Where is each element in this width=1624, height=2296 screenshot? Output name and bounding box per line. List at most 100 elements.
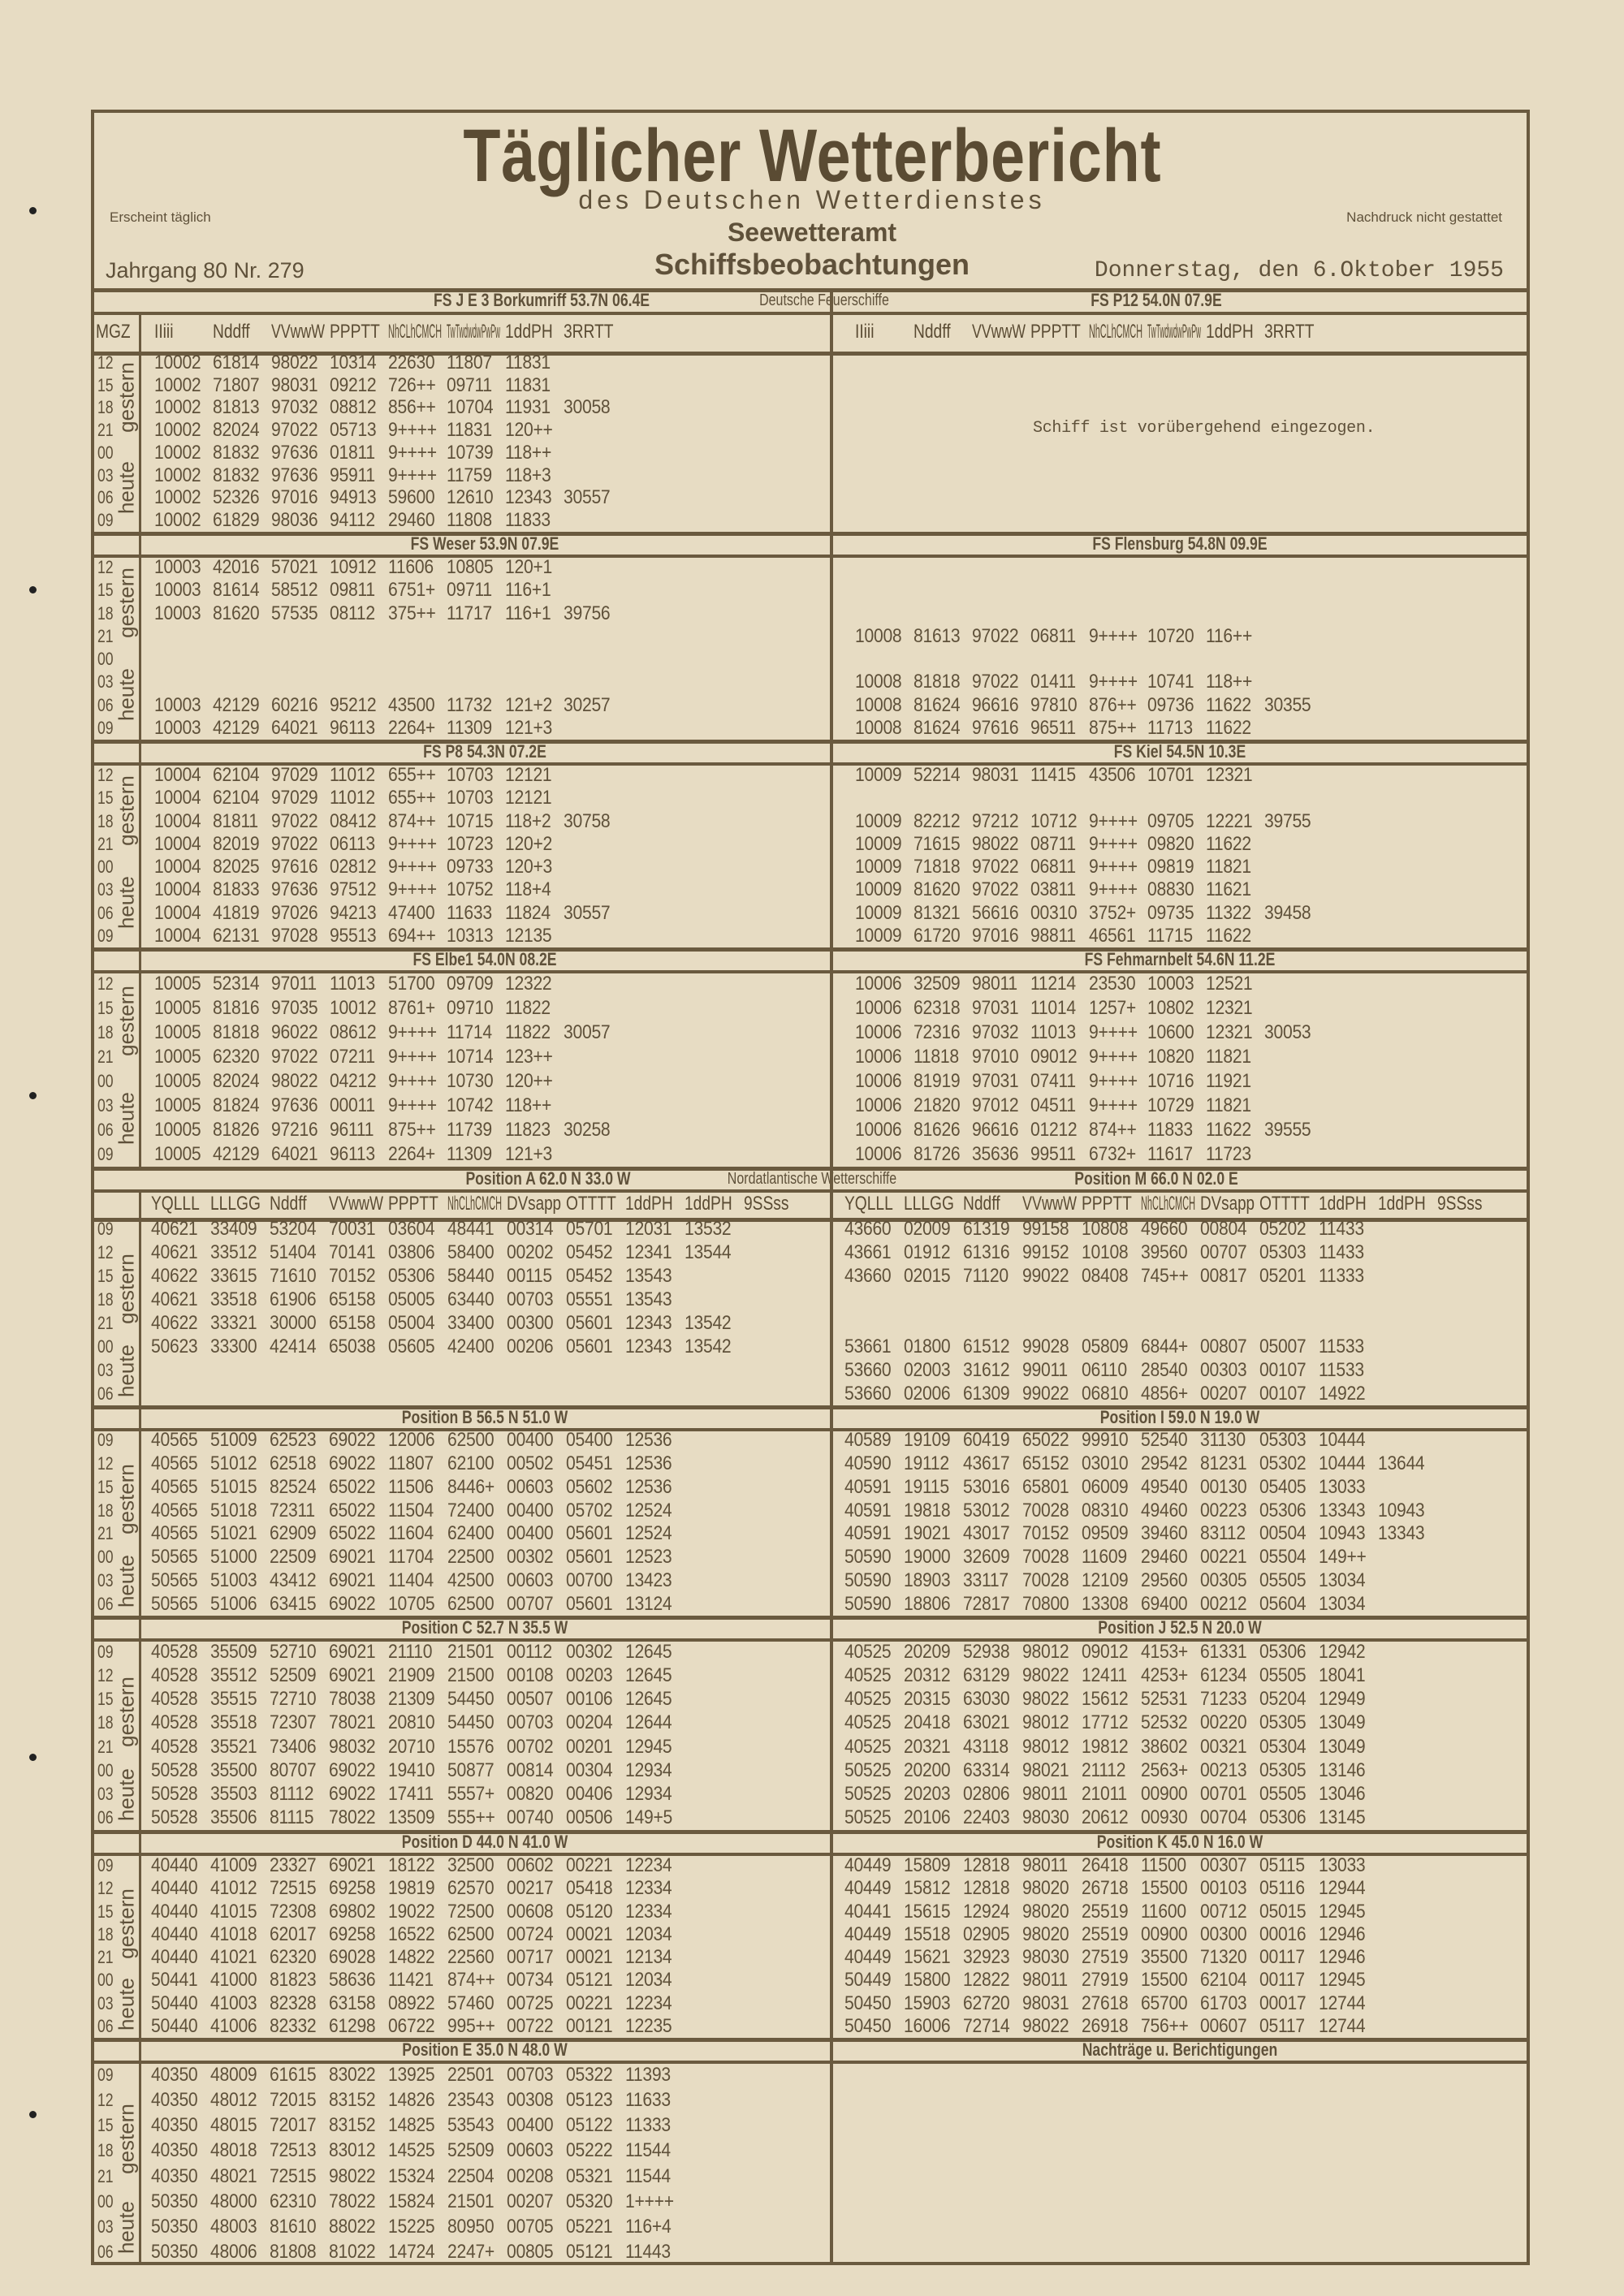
data-cell: 4856+ [1141,1382,1189,1405]
hour-label: 09 [97,717,114,738]
data-cell: 121+2 [505,693,553,716]
data-cell: 40525 [844,1688,892,1711]
data-cell: 52509 [270,1664,317,1686]
data-cell: 13925 [388,2063,435,2086]
station-title: FS Flensburg 54.8N 09.9E [1092,533,1268,554]
data-cell: 40350 [151,2114,198,2137]
data-cell: 62100 [447,1452,495,1475]
data-cell: 42016 [213,556,260,579]
data-cell: 05418 [566,1877,613,1900]
data-cell: 05123 [566,2088,613,2111]
data-cell: 00106 [566,1688,613,1711]
data-cell: 745++ [1141,1265,1189,1288]
data-cell: 53543 [447,2114,495,2137]
data-cell: 00321 [1200,1735,1247,1758]
punch-hole [29,1092,37,1099]
data-cell: 46561 [1089,924,1136,947]
data-cell: 12644 [625,1711,672,1734]
data-cell: 05122 [566,2114,613,2137]
data-cell: 00406 [566,1783,613,1806]
data-cell: 05451 [566,1452,613,1475]
data-cell: 12536 [625,1475,672,1498]
data-cell: 00717 [507,1946,554,1969]
data-cell: 43412 [270,1569,317,1591]
data-cell: 63021 [963,1711,1010,1734]
data-cell: 97031 [972,997,1019,1019]
data-cell: 00017 [1259,1992,1307,2014]
data-cell: 13146 [1319,1759,1366,1781]
data-cell: 70800 [1022,1592,1069,1615]
data-cell: 12524 [625,1499,672,1521]
data-cell: 98811 [1030,924,1076,947]
data-cell: 12645 [625,1664,672,1686]
data-cell: 50877 [447,1759,495,1781]
data-cell: 12645 [625,1688,672,1711]
data-cell: 81022 [329,2241,376,2264]
data-cell: 10002 [154,441,201,464]
station-title: FS Elbe1 54.0N 08.2E [412,949,557,969]
divider [830,532,833,740]
data-cell: 13124 [625,1592,672,1615]
data-cell: 9++++ [1089,878,1138,901]
data-cell: 88022 [329,2216,376,2238]
data-cell: 40590 [844,1452,892,1475]
data-cell: 05015 [1259,1900,1307,1923]
data-cell: 50528 [151,1806,198,1829]
data-cell: 62720 [963,1992,1010,2014]
data-cell: 33321 [210,1311,257,1334]
data-cell: 05322 [566,2063,613,2086]
data-cell: 00805 [507,2241,554,2264]
divider [91,288,1530,292]
data-cell: 51000 [210,1546,257,1569]
data-cell: 874++ [447,1969,495,1992]
data-cell: 13343 [1319,1499,1366,1521]
data-cell: 05400 [566,1429,613,1452]
data-cell: 11504 [388,1499,434,1521]
data-cell: 10108 [1082,1241,1129,1264]
data-cell: 03010 [1082,1452,1129,1475]
column-header: YQLLL [151,1192,200,1215]
column-header: NhCLhCMCH [447,1192,503,1215]
data-cell: 72307 [270,1711,317,1734]
hour-label: 00 [97,2190,114,2212]
data-cell: 10008 [855,693,902,716]
data-cell: 05304 [1259,1735,1307,1758]
data-cell: 12924 [963,1900,1010,1923]
title-text: Täglicher Wetterbericht [462,114,1162,197]
data-cell: 82019 [213,832,260,855]
hour-label: 09 [97,1144,114,1164]
data-cell: 11633 [447,901,492,924]
data-cell: 10002 [154,509,201,532]
data-cell: 81811 [213,809,258,832]
data-cell: 40525 [844,1640,892,1663]
hour-label: 06 [97,2242,114,2263]
data-cell: 42129 [213,693,260,716]
data-cell: 121+3 [505,1143,553,1165]
hour-label: 15 [97,998,114,1018]
data-cell: 874++ [388,809,436,832]
data-cell: 13542 [685,1311,732,1334]
column-header-cell: 1ddPH [625,1193,680,1215]
data-cell: 41009 [210,1854,257,1877]
data-cell: 94913 [330,486,377,509]
data-cell: 9++++ [388,856,437,878]
data-cell: 57535 [271,602,318,624]
hour-label: 00 [97,857,114,878]
data-cell: 61814 [213,351,260,373]
subtitle: des Deutschen Wetterdienstes [578,185,1046,214]
data-cell: 00300 [1200,1923,1247,1945]
column-header: 1ddPH [1206,320,1254,343]
data-cell: 09012 [1030,1046,1078,1068]
data-cell: 10729 [1147,1094,1194,1116]
data-cell: 00506 [566,1806,613,1829]
data-cell: 856++ [388,396,436,419]
data-cell: 43118 [963,1735,1009,1758]
data-cell: 41015 [210,1900,257,1923]
data-cell: 10002 [154,486,201,509]
data-cell: 10314 [330,351,377,373]
data-cell: 98030 [1022,1946,1069,1969]
data-cell: 00303 [1200,1358,1247,1381]
data-cell: 05204 [1259,1688,1307,1711]
data-cell: 10005 [154,1021,201,1043]
data-cell: 12536 [625,1452,672,1475]
